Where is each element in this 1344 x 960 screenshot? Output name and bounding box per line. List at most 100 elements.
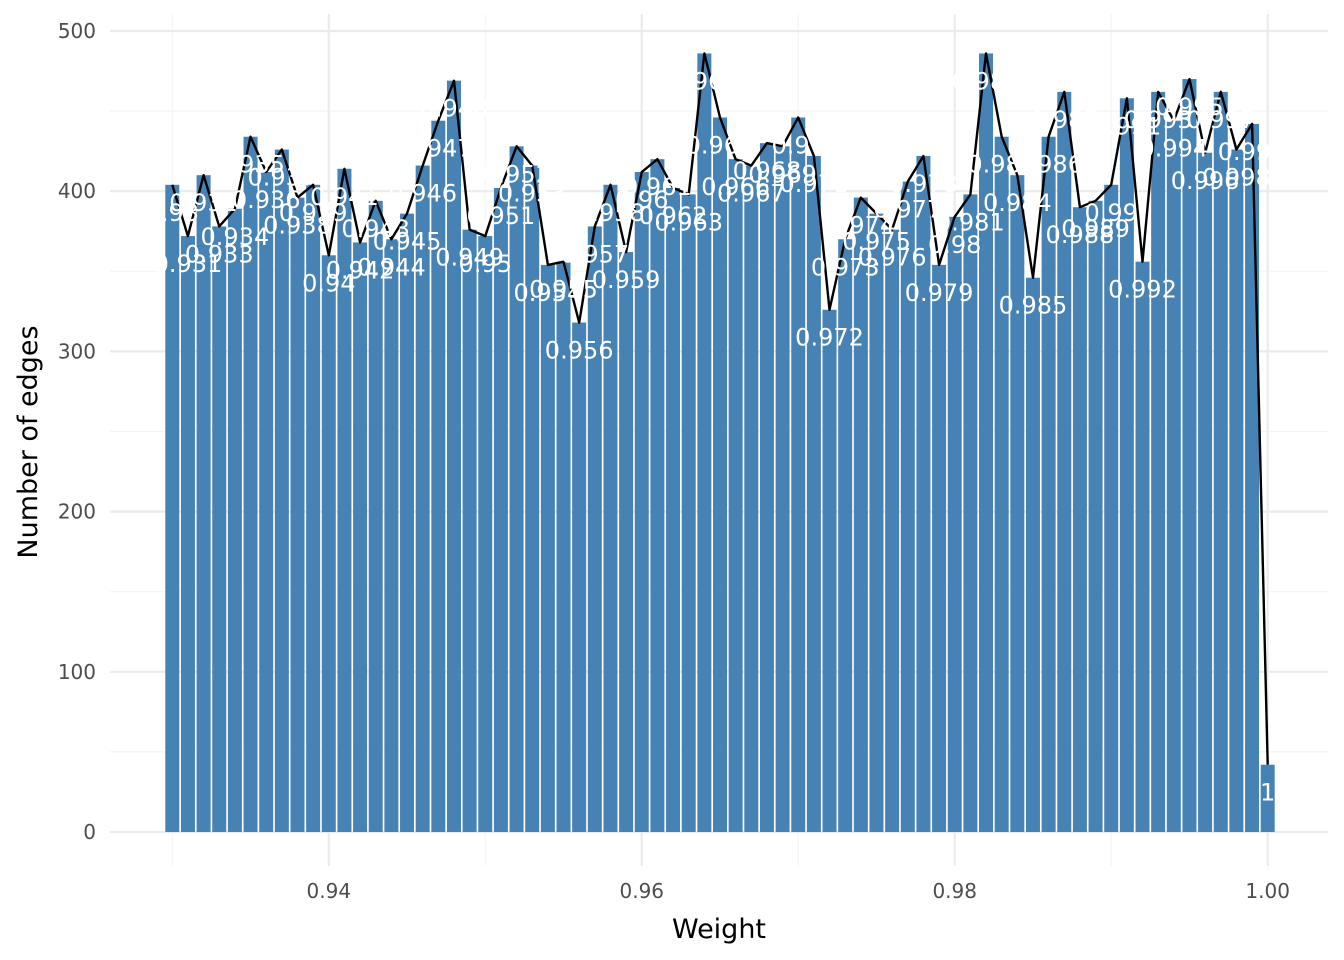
bar xyxy=(1166,120,1181,833)
bar xyxy=(979,53,994,833)
bar-label: 0.958 xyxy=(576,199,645,227)
bar xyxy=(681,194,696,833)
bar-label: 0.956 xyxy=(545,337,614,365)
bar-label: 0.972 xyxy=(795,324,864,352)
bar-label: 0.953 xyxy=(498,180,567,208)
bar xyxy=(1057,91,1072,833)
bar xyxy=(493,187,508,833)
bar xyxy=(1072,207,1087,833)
y-tick-label: 0 xyxy=(83,820,96,844)
bar-label: 0.98 xyxy=(928,231,981,259)
bar xyxy=(227,208,242,832)
bar-label: 0.985 xyxy=(999,292,1068,320)
bar xyxy=(869,213,884,833)
bar-label: 0.974 xyxy=(826,212,895,240)
bars xyxy=(165,53,1275,833)
bar xyxy=(180,236,195,832)
bar-label: 0.959 xyxy=(592,266,661,294)
bar-label: 0.946 xyxy=(388,180,457,208)
bar-labels: 0.930.9310.9320.9330.9340.9350.9360.9370… xyxy=(146,67,1287,806)
bar-label: 0.95 xyxy=(459,250,512,278)
bar-label: 0.945 xyxy=(373,228,442,256)
bar xyxy=(1229,149,1244,833)
bar-label: 0.965 xyxy=(686,132,755,160)
bar-label: 0.99 xyxy=(1084,199,1137,227)
bar xyxy=(885,229,900,832)
bar-label: 0.931 xyxy=(154,250,223,278)
bar-label: 0.969 xyxy=(748,160,817,188)
bar xyxy=(306,184,321,833)
bar xyxy=(368,200,383,832)
bar xyxy=(400,213,415,833)
bar xyxy=(947,216,962,832)
bar xyxy=(431,120,446,833)
bar-label: 0.935 xyxy=(216,151,285,179)
bar xyxy=(713,117,727,833)
bar-label: 0.978 xyxy=(889,170,958,198)
bar-label: 0.994 xyxy=(1139,135,1208,163)
bar xyxy=(1025,277,1040,832)
bar xyxy=(1088,200,1103,832)
bar-label: 0.957 xyxy=(560,240,629,268)
bar xyxy=(259,171,274,832)
bar-label: 0.952 xyxy=(482,160,551,188)
bar-label: 0.955 xyxy=(529,276,598,304)
bar xyxy=(462,229,477,832)
y-tick-label: 200 xyxy=(58,500,96,524)
bar-label: 0.995 xyxy=(1155,93,1224,121)
bar-label: 0.947 xyxy=(404,135,473,163)
bar xyxy=(196,175,211,832)
bar-label: 0.964 xyxy=(670,67,739,95)
bar xyxy=(775,146,790,832)
bar xyxy=(384,239,399,832)
bar xyxy=(728,159,743,832)
bar-label: 0.932 xyxy=(169,189,238,217)
bar-label: 0.976 xyxy=(858,244,927,272)
bar-label: 0.93 xyxy=(146,199,199,227)
bar-label: 0.989 xyxy=(1061,215,1130,243)
bar xyxy=(556,261,571,832)
bar xyxy=(243,136,258,832)
bar xyxy=(1245,123,1260,832)
bar-label: 1 xyxy=(1260,779,1275,807)
axis-ticks: 0 100 200 300 400 500 0.94 0.96 0.98 1.00 xyxy=(58,19,1290,903)
x-tick-label: 1.00 xyxy=(1245,879,1290,903)
bar-label: 0.999 xyxy=(1218,138,1287,166)
bar-label: 0.937 xyxy=(247,164,316,192)
y-axis-title: Number of edges xyxy=(13,325,44,558)
bar xyxy=(634,171,649,832)
bar xyxy=(415,165,430,832)
bar-label: 0.943 xyxy=(341,215,410,243)
bar-label: 0.968 xyxy=(733,157,802,185)
y-tick-label: 300 xyxy=(58,339,96,363)
bar xyxy=(744,165,759,832)
y-tick-label: 400 xyxy=(58,179,96,203)
bar-label: 0.982 xyxy=(952,67,1021,95)
bar-label: 0.938 xyxy=(263,212,332,240)
x-axis-title: Weight xyxy=(672,914,766,945)
bar-label: 0.942 xyxy=(326,256,395,284)
bar-label: 0.987 xyxy=(1030,106,1099,134)
bar xyxy=(838,239,853,832)
bar xyxy=(822,309,837,832)
bar xyxy=(916,155,931,832)
bar-label: 0.979 xyxy=(905,279,974,307)
x-tick-label: 0.96 xyxy=(619,879,664,903)
bar-label: 0.949 xyxy=(435,244,504,272)
bar-label: 0.961 xyxy=(623,173,692,201)
bar xyxy=(791,117,806,833)
bar xyxy=(1119,98,1134,832)
bar xyxy=(1182,79,1197,832)
bar-label: 0.986 xyxy=(1014,151,1083,179)
bar xyxy=(963,194,978,833)
trend-line xyxy=(171,52,1269,765)
bar xyxy=(353,242,368,833)
bar xyxy=(1260,764,1275,832)
bar xyxy=(540,264,555,833)
bar-label: 0.948 xyxy=(420,95,489,123)
bar xyxy=(478,236,493,832)
bar-label: 0.936 xyxy=(232,186,301,214)
bar xyxy=(697,53,712,833)
bar-label: 0.97 xyxy=(772,132,825,160)
